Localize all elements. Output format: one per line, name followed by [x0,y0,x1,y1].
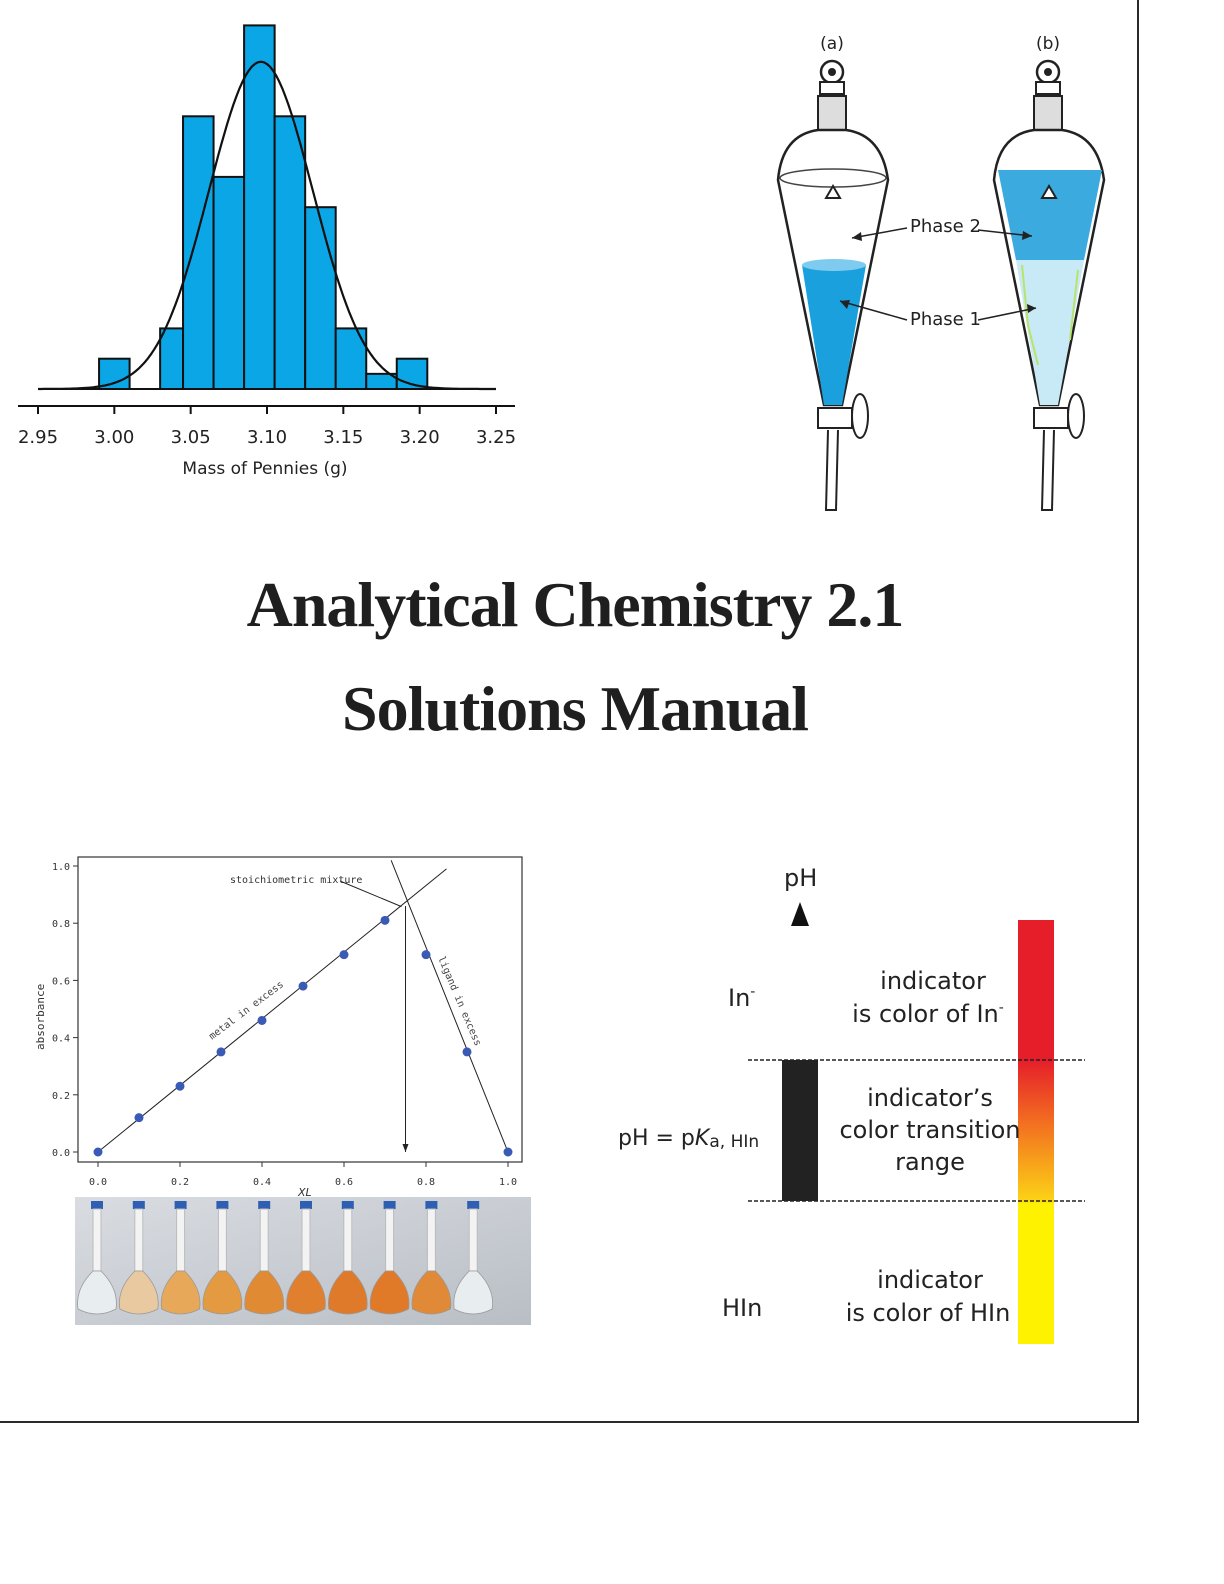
volumetric-flask [286,1201,326,1315]
job-y-tick-label: 0.6 [52,976,70,987]
transition-range-bar [782,1060,818,1201]
job-data-point [257,1015,267,1025]
histogram-bar [212,175,246,390]
flask-photo [75,1197,531,1325]
job-data-point [175,1081,185,1091]
bot-desc-line-1: indicator [877,1266,983,1294]
job-x-tick-label: 0.4 [253,1177,271,1188]
volumetric-flask [202,1201,243,1315]
job-data-point [503,1147,513,1157]
top-desc-line-1: indicator [880,967,986,995]
job-plot-y-label: absorbance [34,984,47,1050]
phase1-arrow-a [839,300,908,321]
top-desc-line-2: is color of In- [852,1000,1004,1028]
normal-curve [38,60,496,391]
ph-pka-label: pH = pKa, HIn [618,1126,759,1152]
in-minus-label: In- [728,984,755,1012]
drop-arrowhead [402,1144,409,1152]
job-data-point [134,1113,144,1123]
histogram-tick-label: 3.05 [171,427,211,448]
volumetric-flask [327,1201,368,1315]
mid-desc-line-1: indicator’s [867,1084,993,1112]
histogram-bars [98,24,429,391]
histogram-x-ticks: 2.95 3.00 3.05 3.10 3.15 3.20 3.25 [18,406,516,448]
volumetric-flask [118,1201,159,1315]
histogram-bar [98,357,131,391]
flask-row [77,1201,494,1315]
funnel-a-label: (a) [820,34,844,54]
phase2-label: Phase 2 [910,216,981,237]
indicator-color-bar [1018,920,1054,1344]
job-x-tick-label: 0.0 [89,1177,107,1188]
histogram-tick-label: 3.00 [94,427,134,448]
job-data-point [216,1047,226,1057]
histogram-tick-label: 3.20 [400,427,440,448]
job-plot-lines [97,860,509,1153]
histogram-bar [159,327,185,390]
volumetric-flask [369,1201,410,1315]
ph-axis-label: pH [784,864,817,892]
funnel-b [992,59,1106,511]
job-y-tick-label: 0.4 [52,1034,70,1045]
histogram-bar [182,115,215,391]
histogram-tick-label: 3.10 [247,427,287,448]
job-data-point [421,950,431,960]
mid-desc-line-3: range [895,1148,965,1176]
job-y-tick-label: 1.0 [52,862,70,873]
volumetric-flask [160,1201,201,1315]
mid-desc-line-2: color transition [839,1116,1020,1144]
histogram-tick-label: 3.25 [476,427,516,448]
histogram-tick-label: 2.95 [18,427,58,448]
job-x-tick-label: 1.0 [499,1177,517,1188]
phase1-label: Phase 1 [910,309,981,330]
histogram-bar [304,206,337,390]
job-x-tick-label: 0.6 [335,1177,353,1188]
phase1-arrow-b [977,307,1037,321]
ph-arrow-icon [791,902,809,926]
job-plot-frame [77,856,523,1163]
job-y-tick-label: 0.8 [52,919,70,930]
histogram-chart: 2.95 3.00 3.05 3.10 3.15 3.20 3.25 Mass of Pen… [18,24,516,479]
job-x-tick-label: 0.8 [417,1177,435,1188]
title-line-2: Solutions Manual [342,673,809,744]
job-y-tick-label: 0.2 [52,1091,70,1102]
stoichiometric-pointer [339,880,402,908]
job-data-point [339,950,349,960]
job-data-point [93,1147,103,1157]
indicator-diagram: pH In- indicator is color of In- pH = pK… [618,864,1085,1344]
histogram-bar [334,327,368,390]
funnel-b-label: (b) [1036,34,1060,54]
histogram-tick-label: 3.15 [323,427,363,448]
job-plot-ticks: 0.0 0.2 0.4 0.6 0.8 1.0 0.0 0.2 0.4 0.6 0.8 1.0 [52,862,517,1188]
histogram-bar [273,115,307,391]
job-plot-chart: 0.0 0.2 0.4 0.6 0.8 1.0 0.0 0.2 0.4 0.6 0.8 1.0 sto… [34,856,523,1199]
stoichiometric-label: stoichiometric mixture [230,875,362,886]
hin-label: HIn [722,1294,762,1322]
histogram-bar [243,24,276,391]
job-data-point [462,1047,472,1057]
job-data-point [380,915,390,925]
volumetric-flask [244,1201,285,1315]
volumetric-flask [411,1201,452,1315]
job-data-point [298,981,308,991]
job-plot-x-label: XL [297,1186,312,1199]
volumetric-flask [453,1201,494,1315]
histogram-x-label: Mass of Pennies (g) [182,459,347,479]
separatory-funnels: (a) (b) Phase 2 Phase 1 [776,34,1106,511]
funnel-a [776,59,890,511]
job-plot-points [93,915,513,1157]
page-frame [0,0,1139,1423]
job-x-tick-label: 0.2 [171,1177,189,1188]
bot-desc-line-2: is color of HIn [846,1299,1011,1327]
ligand-excess-line [390,860,509,1153]
title-line-1: Analytical Chemistry 2.1 [246,569,905,640]
volumetric-flask [77,1201,117,1315]
job-y-tick-label: 0.0 [52,1148,70,1159]
metal-excess-line [97,868,447,1153]
